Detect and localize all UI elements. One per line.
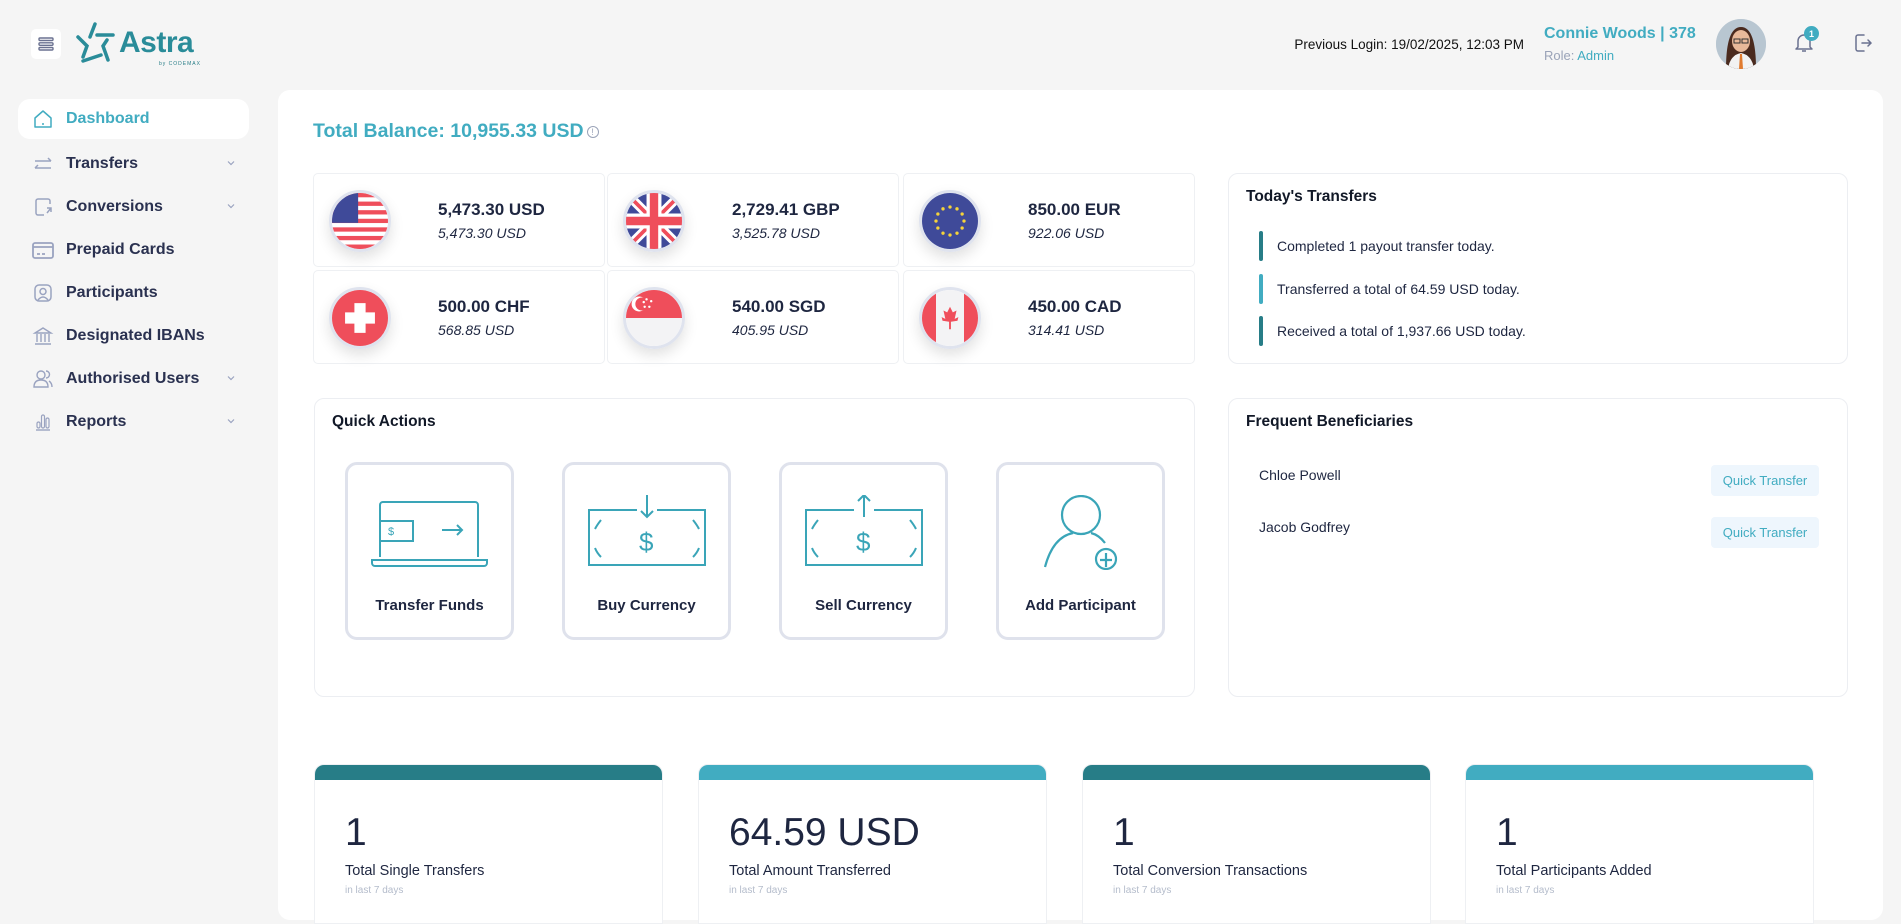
buy-currency-icon: $ — [588, 495, 706, 566]
stat-card-bar — [1466, 765, 1813, 780]
quick-actions-title: Quick Actions — [332, 413, 436, 430]
hamburger-icon — [38, 37, 54, 51]
chevron-down-icon — [227, 376, 235, 381]
sidebar-item-transfers[interactable]: Transfers — [18, 142, 249, 185]
sidebar-item-conversions[interactable]: Conversions — [18, 185, 249, 228]
sell-currency-button[interactable]: $ Sell Currency — [779, 462, 948, 640]
avatar-image — [1716, 19, 1766, 69]
stat-card-single-transfers: 1 Total Single Transfers in last 7 days — [314, 764, 663, 924]
canada-flag-icon — [919, 287, 981, 349]
beneficiary-name: Chloe Powell — [1259, 467, 1341, 483]
currency-card-chf[interactable]: 500.00 CHF 568.85 USD — [313, 270, 605, 364]
user-name[interactable]: Connie Woods | 378 — [1544, 25, 1696, 42]
user-square-icon — [34, 283, 52, 302]
avatar[interactable] — [1716, 19, 1766, 69]
bank-icon — [32, 326, 54, 345]
users-icon — [33, 369, 53, 388]
eu-flag-icon — [919, 190, 981, 252]
transfer-arrows-icon — [34, 156, 52, 169]
beneficiary-name: Jacob Godfrey — [1259, 519, 1351, 535]
sidebar-item-authorised-users[interactable]: Authorised Users — [18, 357, 249, 400]
frequent-beneficiaries-title: Frequent Beneficiaries — [1246, 413, 1414, 430]
logout-button[interactable] — [1852, 32, 1874, 59]
chevron-down-icon — [227, 204, 235, 209]
sidebar-item-designated-ibans[interactable]: Designated IBANs — [18, 314, 249, 357]
sidebar-item-participants[interactable]: Participants — [18, 271, 249, 314]
todays-transfers-title: Today's Transfers — [1246, 188, 1377, 205]
add-user-icon — [1043, 495, 1118, 570]
currency-card-usd[interactable]: 5,473.30 USD 5,473.30 USD — [313, 173, 605, 267]
previous-login: Previous Login: 19/02/2025, 12:03 PM — [1294, 37, 1524, 52]
sidebar-item-reports[interactable]: Reports — [18, 400, 249, 443]
currency-card-sgd[interactable]: 540.00 SGD 405.95 USD — [607, 270, 899, 364]
sell-currency-icon: $ — [805, 495, 923, 566]
transfer-summary-item: Received a total of 1,937.66 USD today. — [1259, 316, 1526, 346]
sidebar-item-prepaid-cards[interactable]: Prepaid Cards — [18, 228, 249, 271]
conversion-icon — [35, 197, 52, 216]
buy-currency-button[interactable]: $ Buy Currency — [562, 462, 731, 640]
transfer-funds-button[interactable]: $ Transfer Funds — [345, 462, 514, 640]
currency-card-cad[interactable]: 450.00 CAD 314.41 USD — [903, 270, 1195, 364]
swiss-flag-icon — [329, 287, 391, 349]
svg-text:$: $ — [639, 527, 654, 557]
brand-name: Astra — [119, 26, 194, 59]
chevron-down-icon — [227, 419, 235, 424]
uk-flag-icon — [623, 190, 685, 252]
us-flag-icon — [329, 190, 391, 252]
logo[interactable]: Astra by CODEMAX — [73, 20, 200, 70]
info-icon[interactable]: ! — [586, 125, 599, 138]
stat-card-bar — [315, 765, 662, 780]
frequent-beneficiaries-panel: Frequent Beneficiaries Chloe Powell Quic… — [1228, 398, 1848, 697]
add-participant-button[interactable]: Add Participant — [996, 462, 1165, 640]
star-logo-icon — [76, 22, 115, 63]
quick-actions-panel: Quick Actions $ Transfer Funds $ Buy Cur… — [314, 398, 1195, 697]
user-role: Role: Admin — [1544, 48, 1615, 63]
transfer-summary-item: Completed 1 payout transfer today. — [1259, 231, 1495, 261]
transfer-summary-item: Transferred a total of 64.59 USD today. — [1259, 274, 1520, 304]
todays-transfers-panel: Today's Transfers Completed 1 payout tra… — [1228, 173, 1848, 364]
credit-card-icon — [32, 241, 54, 259]
notification-badge: 1 — [1804, 26, 1819, 41]
stat-card-bar — [1083, 765, 1430, 780]
sidebar-item-dashboard[interactable]: Dashboard — [18, 99, 249, 139]
currency-card-eur[interactable]: 850.00 EUR 922.06 USD — [903, 173, 1195, 267]
quick-transfer-button[interactable]: Quick Transfer — [1711, 517, 1819, 548]
singapore-flag-icon — [623, 287, 685, 349]
svg-text:$: $ — [856, 527, 871, 557]
stat-card-amount-transferred: 64.59 USD Total Amount Transferred in la… — [698, 764, 1047, 924]
quick-transfer-button[interactable]: Quick Transfer — [1711, 465, 1819, 496]
laptop-transfer-icon: $ — [371, 501, 488, 567]
chevron-down-icon — [227, 161, 235, 166]
menu-toggle-button[interactable] — [31, 29, 61, 59]
bar-chart-icon — [36, 413, 50, 431]
stat-card-participants-added: 1 Total Participants Added in last 7 day… — [1465, 764, 1814, 924]
logout-icon — [1855, 34, 1873, 52]
stat-card-conversion-transactions: 1 Total Conversion Transactions in last … — [1082, 764, 1431, 924]
currency-card-gbp[interactable]: 2,729.41 GBP 3,525.78 USD — [607, 173, 899, 267]
home-icon — [34, 110, 52, 128]
brand-sub: by CODEMAX — [159, 61, 201, 67]
sidebar-nav: Dashboard Transfers Conversions Prepaid … — [18, 99, 249, 443]
total-balance: Total Balance: 10,955.33 USD! — [313, 120, 599, 143]
stat-card-bar — [699, 765, 1046, 780]
svg-text:$: $ — [388, 526, 394, 538]
